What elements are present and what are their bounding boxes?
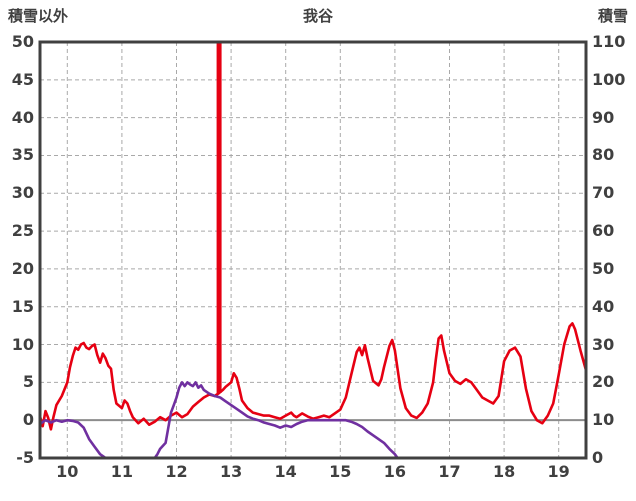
right-axis-title: 積雪: [597, 7, 628, 25]
y-left-tick-label: 15: [11, 296, 34, 316]
y-left-tick-label: 25: [11, 221, 34, 241]
y-right-tick-label: 10: [592, 410, 615, 430]
plot-border: [38, 40, 588, 460]
x-tick-label: 19: [547, 462, 570, 481]
y-left-tick-label: 0: [22, 410, 34, 430]
y-right-tick-label: 80: [592, 145, 615, 165]
y-left-tick-label: 5: [22, 372, 34, 392]
y-left-tick-label: 45: [11, 69, 34, 89]
x-tick-label: 11: [110, 462, 134, 481]
x-tick-label: 10: [56, 462, 79, 481]
x-tick-label: 17: [438, 462, 461, 481]
x-tick-label: 15: [329, 462, 352, 481]
x-tick-label: 16: [383, 462, 407, 481]
x-tick-label: 13: [219, 462, 243, 481]
y-right-tick-label: 100: [592, 69, 626, 89]
y-left-tick-label: 20: [11, 258, 34, 278]
y-right-tick-label: 0: [592, 448, 604, 467]
y-left-tick-label: -5: [16, 448, 34, 467]
left-axis-title: 積雪以外: [8, 7, 69, 25]
y-left-tick-label: 30: [11, 183, 34, 203]
y-right-tick-label: 60: [592, 221, 615, 241]
y-left-tick-label: 35: [11, 145, 34, 165]
x-tick-label: 14: [274, 462, 297, 481]
y-left-tick-label: 40: [11, 107, 34, 127]
x-tick-label: 18: [492, 462, 516, 481]
y-right-tick-label: 50: [592, 258, 615, 278]
y-right-tick-label: 30: [592, 334, 615, 354]
y-right-tick-label: 90: [592, 107, 615, 127]
chart-title: 我谷: [302, 7, 333, 25]
y-left-tick-label: 10: [11, 334, 34, 354]
y-right-tick-label: 110: [592, 32, 626, 51]
x-tick-label: 12: [165, 462, 188, 481]
y-right-tick-label: 20: [592, 372, 615, 392]
y-right-tick-label: 70: [592, 183, 615, 203]
series-line-red: [38, 322, 588, 431]
y-right-tick-label: 40: [592, 296, 615, 316]
y-left-tick-label: 50: [11, 32, 34, 51]
